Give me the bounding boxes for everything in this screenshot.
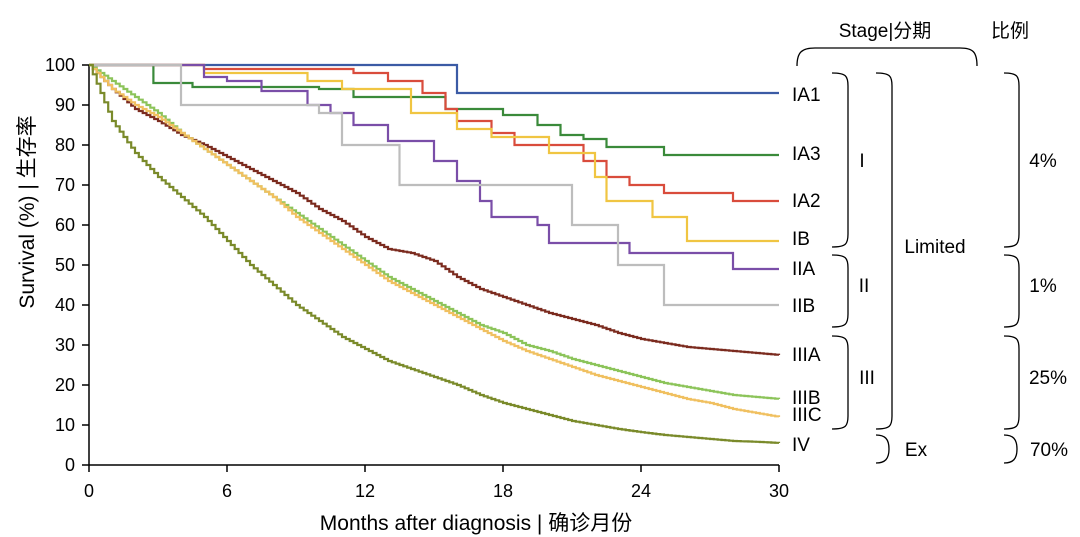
series-IIIC-line xyxy=(89,63,781,418)
series-IIIB-line xyxy=(89,63,781,400)
ratio-limited-I-brace xyxy=(1003,72,1020,248)
ratio-annotations: 比例 4% 1% 25% 70% xyxy=(991,20,1068,464)
series-label-IIIC: IIIC xyxy=(792,405,822,426)
ex-brace xyxy=(875,434,890,464)
ex-label: Ex xyxy=(905,440,928,461)
series-IA2-line xyxy=(89,63,779,203)
group-III-brace xyxy=(831,335,849,430)
series-label-IA3: IA3 xyxy=(792,144,821,165)
y-tick-label: 100 xyxy=(45,55,75,75)
ratio-limited-II-brace xyxy=(1003,254,1020,328)
stage-header-brace xyxy=(796,47,978,67)
group-I-label: I xyxy=(859,151,864,172)
limited-label: Limited xyxy=(904,237,965,258)
series-IA3-line xyxy=(89,63,779,157)
ratio-header: 比例 xyxy=(991,20,1029,42)
stage-header: Stage|分期 xyxy=(839,20,932,42)
series-label-IA2: IA2 xyxy=(792,191,821,212)
series-label-IIIA: IIIA xyxy=(792,345,821,366)
ratio-limited-III-brace xyxy=(1003,335,1020,430)
ratio-ex-IV: 70% xyxy=(1030,440,1068,461)
y-tick-label: 20 xyxy=(55,375,75,395)
limited-brace xyxy=(875,72,893,430)
y-tick-label: 30 xyxy=(55,335,75,355)
group-III-label: III xyxy=(859,368,875,389)
series-label-IIIB: IIIB xyxy=(792,388,821,409)
stage-annotations: Stage|分期 I II III Limited Ex xyxy=(796,20,978,464)
series-label-IV: IV xyxy=(792,435,810,456)
x-tick-label: 18 xyxy=(493,481,513,501)
series-label-IA1: IA1 xyxy=(792,85,821,106)
x-tick-label: 0 xyxy=(84,481,94,501)
series-IIIA-line xyxy=(89,63,781,356)
plot-area: 0 10 20 30 40 50 60 70 80 90 100 0 6 12 18 24 30 xyxy=(45,55,789,501)
y-tick-label: 50 xyxy=(55,255,75,275)
ratio-limited-I: 4% xyxy=(1029,151,1057,172)
x-axis-title: Months after diagnosis | 确诊月份 xyxy=(320,512,632,535)
group-II-brace xyxy=(831,254,849,328)
y-tick-label: 60 xyxy=(55,215,75,235)
group-I-brace xyxy=(831,72,849,248)
y-axis-title: Survival (%) | 生存率 xyxy=(16,115,39,308)
ratio-limited-III: 25% xyxy=(1029,368,1067,389)
x-tick-label: 6 xyxy=(222,481,232,501)
series-IV-line xyxy=(89,63,781,444)
ratio-limited-II: 1% xyxy=(1029,276,1057,297)
y-tick-label: 40 xyxy=(55,295,75,315)
group-II-label: II xyxy=(859,276,870,297)
series-IA1-line xyxy=(89,63,779,95)
y-tick-label: 0 xyxy=(65,455,75,475)
series-label-IIB: IIB xyxy=(792,296,815,317)
y-tick-label: 10 xyxy=(55,415,75,435)
y-tick-label: 80 xyxy=(55,135,75,155)
x-tick-label: 30 xyxy=(769,481,789,501)
x-tick-label: 12 xyxy=(355,481,375,501)
y-tick-label: 70 xyxy=(55,175,75,195)
y-tick-label: 90 xyxy=(55,95,75,115)
series-IIA-line xyxy=(89,63,779,271)
x-tick-label: 24 xyxy=(631,481,651,501)
series-IB-line xyxy=(89,63,779,243)
series-label-IIA: IIA xyxy=(792,259,816,280)
series-label-IB: IB xyxy=(792,229,810,250)
ratio-ex-IV-brace xyxy=(1003,434,1018,464)
series-IIB-line xyxy=(89,63,779,307)
